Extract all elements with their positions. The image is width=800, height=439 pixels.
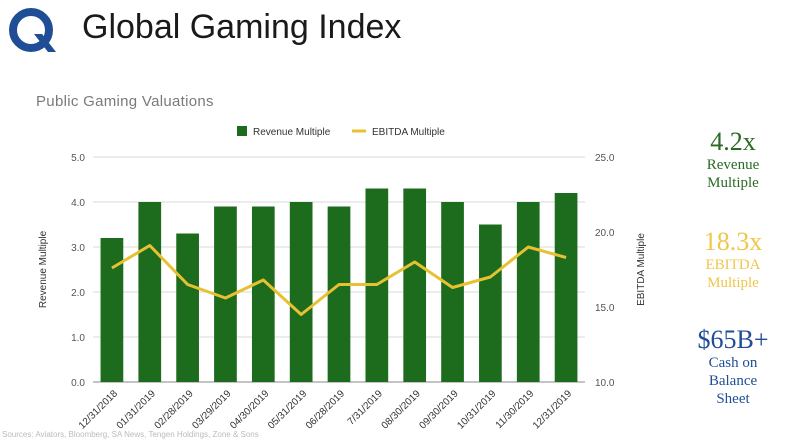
stat-ebitda: 18.3x EBITDA Multiple — [668, 228, 798, 292]
x-tick-label: 01/31/2019 — [115, 388, 158, 431]
source-note: Sources: Aviators, Bloomberg, SA News, T… — [2, 430, 259, 439]
revenue-bar — [138, 202, 162, 382]
company-logo-icon — [9, 8, 56, 52]
x-tick-label: 05/31/2019 — [266, 388, 309, 431]
stat-cash-value: $65B+ — [697, 325, 769, 354]
chart-title: Public Gaming Valuations — [36, 93, 214, 110]
revenue-bar — [516, 202, 540, 382]
revenue-bar — [479, 224, 502, 382]
revenue-bar — [251, 206, 275, 382]
stat-cash-label-3: Sheet — [716, 391, 750, 407]
revenue-bar — [327, 206, 351, 382]
x-tick-label: 12/31/2018 — [77, 388, 120, 431]
y2-axis-label: EBITDA Multiple — [636, 233, 647, 306]
revenue-bar — [441, 202, 464, 382]
revenue-bar — [403, 188, 427, 382]
y-axis-label: Revenue Multiple — [38, 230, 49, 308]
revenue-bar — [554, 193, 578, 382]
x-tick-label: 08/30/2019 — [380, 388, 423, 431]
stat-cash: $65B+ Cash on Balance Sheet — [668, 326, 798, 408]
legend-label-ebitda: EBITDA Multiple — [372, 127, 445, 138]
x-tick-label: 04/30/2019 — [228, 388, 271, 431]
x-tick-label: 11/30/2019 — [494, 388, 537, 431]
ebitda-line — [111, 244, 567, 316]
y-tick-label: 3.0 — [71, 243, 85, 254]
stat-revenue: 4.2x Revenue Multiple — [668, 128, 798, 192]
y2-tick-label: 15.0 — [595, 303, 615, 314]
revenue-bar — [100, 238, 124, 382]
y2-tick-label: 20.0 — [595, 228, 615, 239]
revenue-bar — [289, 202, 313, 382]
page-title: Global Gaming Index — [82, 8, 402, 46]
revenue-bar — [214, 206, 237, 382]
stat-ebitda-label-1: EBITDA — [705, 257, 761, 273]
stat-cash-label-1: Cash on — [708, 355, 758, 371]
y-tick-label: 5.0 — [71, 153, 85, 164]
y2-tick-label: 25.0 — [595, 153, 615, 164]
x-tick-label: 06/28/2019 — [304, 388, 347, 431]
stat-revenue-label-1: Revenue — [706, 157, 760, 173]
y-tick-label: 0.0 — [71, 378, 85, 389]
x-tick-label: 12/31/2019 — [531, 388, 574, 431]
stat-cash-label-2: Balance — [708, 373, 758, 389]
y-tick-label: 4.0 — [71, 198, 85, 209]
x-tick-label: 03/29/2019 — [190, 388, 233, 431]
legend-label-revenue: Revenue Multiple — [253, 127, 331, 138]
y2-tick-label: 10.0 — [595, 378, 615, 389]
stat-ebitda-value: 18.3x — [703, 227, 763, 256]
stat-revenue-value: 4.2x — [710, 127, 756, 156]
x-tick-label: 02/28/2019 — [153, 388, 196, 431]
legend-swatch-revenue — [237, 126, 247, 136]
x-tick-label: 09/30/2019 — [417, 388, 460, 431]
revenue-bar — [176, 233, 199, 382]
y-tick-label: 1.0 — [71, 333, 85, 344]
x-tick-label: 7/31/2019 — [346, 388, 386, 428]
y-tick-label: 2.0 — [71, 288, 85, 299]
stat-ebitda-label-2: Multiple — [707, 275, 759, 291]
x-tick-label: 10/31/2019 — [455, 388, 498, 431]
stat-revenue-label-2: Multiple — [707, 175, 759, 191]
